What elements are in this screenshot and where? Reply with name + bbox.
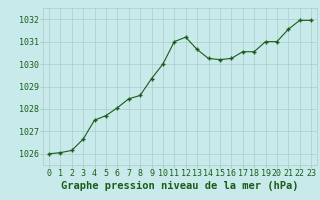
X-axis label: Graphe pression niveau de la mer (hPa): Graphe pression niveau de la mer (hPa) bbox=[61, 181, 299, 191]
